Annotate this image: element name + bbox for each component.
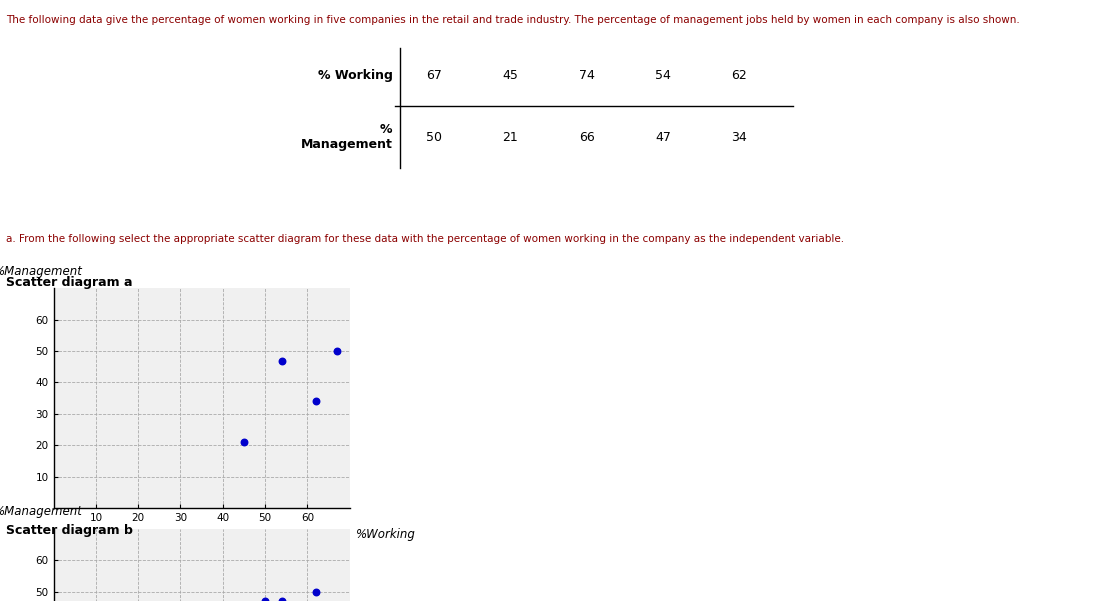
Text: %
Management: % Management [300, 123, 392, 151]
Text: %Management: %Management [0, 264, 84, 278]
Point [273, 356, 290, 365]
Text: 50: 50 [427, 130, 442, 144]
Text: 62: 62 [732, 69, 747, 82]
Point [357, 296, 375, 306]
Text: Scatter diagram b: Scatter diagram b [6, 524, 133, 537]
Text: The following data give the percentage of women working in five companies in the: The following data give the percentage o… [6, 15, 1020, 25]
Text: Scatter diagram a: Scatter diagram a [6, 276, 132, 290]
Point [307, 587, 325, 596]
Point [357, 537, 375, 546]
Text: 45: 45 [503, 69, 518, 82]
Point [273, 596, 290, 601]
Point [256, 596, 274, 601]
Text: % Working: % Working [317, 69, 392, 82]
Text: 54: 54 [655, 69, 671, 82]
Text: 34: 34 [732, 130, 747, 144]
Text: %Working: %Working [355, 528, 416, 540]
Text: 67: 67 [427, 69, 442, 82]
Text: %Management: %Management [0, 505, 84, 518]
Text: 74: 74 [579, 69, 594, 82]
Point [307, 397, 325, 406]
Text: a. From the following select the appropriate scatter diagram for these data with: a. From the following select the appropr… [6, 234, 843, 245]
Text: 66: 66 [579, 130, 594, 144]
Text: 21: 21 [503, 130, 518, 144]
Point [235, 438, 252, 447]
Text: 47: 47 [655, 130, 671, 144]
Point [328, 346, 346, 356]
